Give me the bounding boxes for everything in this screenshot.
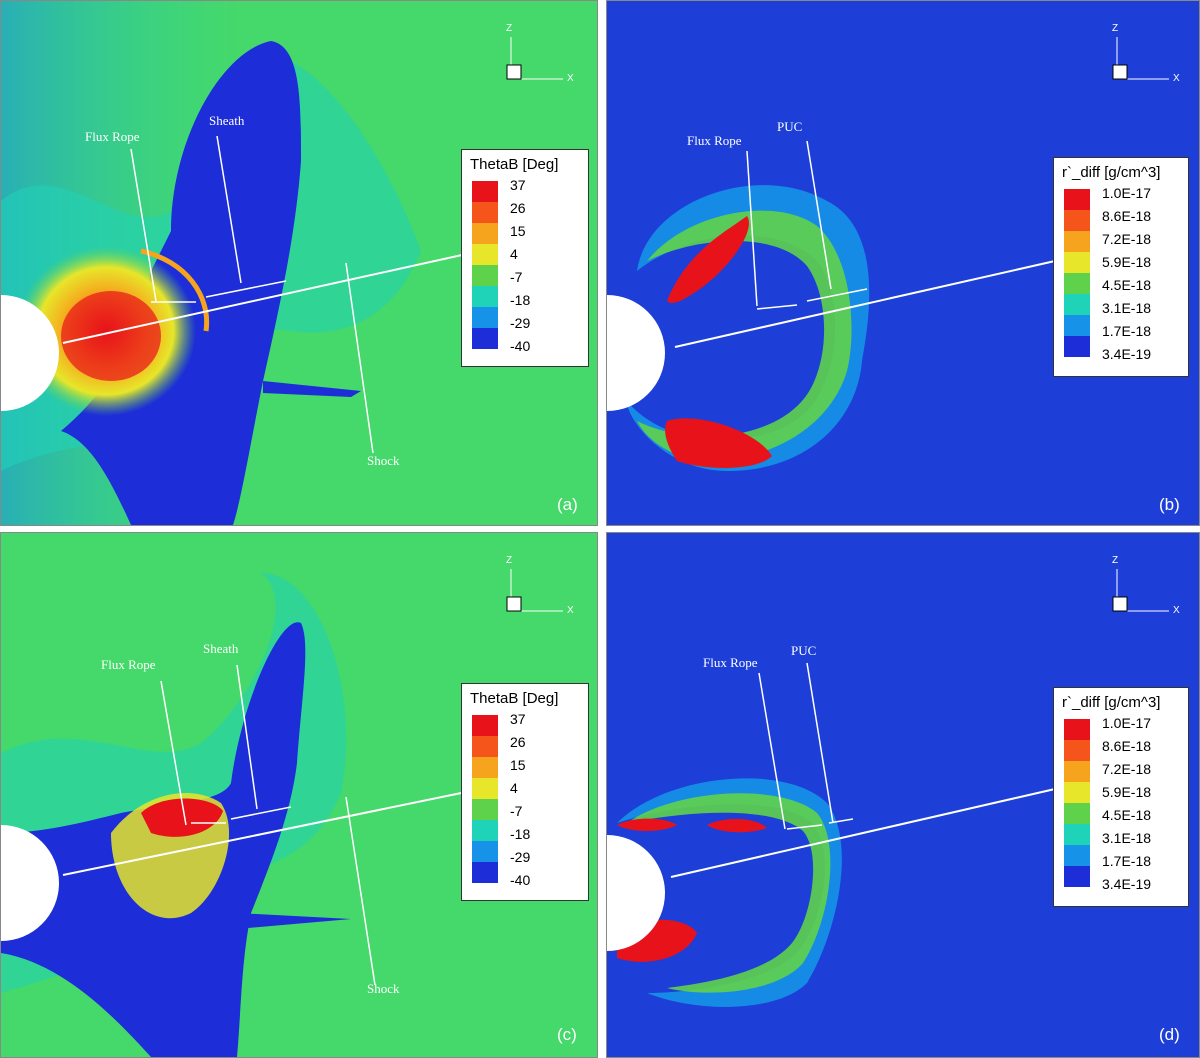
legend-tick: 3.4E-19 [1102, 346, 1152, 362]
legend-title: ThetaB [Deg] [470, 156, 559, 173]
legend-tick: 3.1E-18 [1102, 300, 1152, 316]
legend-tick: 4.5E-18 [1102, 807, 1152, 823]
panel-label: (b) [1159, 495, 1180, 514]
shock-label: Shock [367, 981, 400, 996]
panel-label: (a) [557, 495, 578, 514]
colorbar-legend-a: ThetaB [Deg] 37 26 15 4 -7 -18 -29 -40 [461, 149, 589, 367]
legend-tick: 15 [510, 223, 526, 239]
legend-tick: 1.0E-17 [1102, 715, 1152, 731]
legend-tick: 26 [510, 200, 526, 216]
colorbar-b [1064, 189, 1090, 357]
sheath-label: Sheath [203, 641, 239, 656]
axes-triad-a [506, 37, 563, 80]
legend-tick: -18 [510, 826, 531, 842]
legend-tick: 4 [510, 246, 518, 262]
panel-label: (c) [557, 1025, 577, 1044]
panel-b: Flux Rope PUC r`_diff [g/cm^3] 1.0E-17 8… [606, 0, 1200, 526]
flux-rope-label: Flux Rope [85, 129, 140, 144]
flux-rope-label: Flux Rope [687, 133, 742, 148]
axis-x-label: X [1173, 605, 1180, 616]
colorbar-legend-d: r`_diff [g/cm^3] 1.0E-17 8.6E-18 7.2E-18… [1053, 687, 1189, 907]
colorbar-a [472, 181, 498, 349]
legend-tick: 7.2E-18 [1102, 231, 1152, 247]
flux-rope-label: Flux Rope [101, 657, 156, 672]
legend-tick: -40 [510, 872, 531, 888]
legend-tick: -7 [510, 803, 523, 819]
axis-x-label: X [567, 73, 574, 84]
colorbar-legend-c: ThetaB [Deg] 37 26 15 4 -7 -18 -29 -40 [461, 683, 589, 901]
axis-z-label: Z [506, 23, 513, 34]
axes-triad-d [1112, 569, 1169, 612]
colorbar-legend-b: r`_diff [g/cm^3] 1.0E-17 8.6E-18 7.2E-18… [1053, 157, 1189, 377]
colorbar-c [472, 715, 498, 883]
colorbar-d [1064, 719, 1090, 887]
legend-tick: -29 [510, 315, 531, 331]
legend-title: r`_diff [g/cm^3] [1062, 164, 1161, 181]
legend-title: ThetaB [Deg] [470, 690, 559, 707]
sheath-label: Sheath [209, 113, 245, 128]
legend-tick: 8.6E-18 [1102, 738, 1152, 754]
legend-tick: 1.0E-17 [1102, 185, 1152, 201]
legend-tick: -7 [510, 269, 523, 285]
legend-tick: 4.5E-18 [1102, 277, 1152, 293]
legend-title: r`_diff [g/cm^3] [1062, 694, 1161, 711]
legend-tick: -18 [510, 292, 531, 308]
legend-tick: 4 [510, 780, 518, 796]
axes-triad-b [1112, 37, 1169, 80]
legend-tick: 37 [510, 177, 526, 193]
legend-tick: 5.9E-18 [1102, 784, 1152, 800]
axis-z-label: Z [506, 555, 513, 566]
puc-label: PUC [777, 119, 803, 134]
theta-field-plot-a [1, 1, 597, 525]
legend-tick: 1.7E-18 [1102, 853, 1152, 869]
legend-tick: 3.4E-19 [1102, 876, 1152, 892]
legend-tick: 5.9E-18 [1102, 254, 1152, 270]
axis-x-label: X [1173, 73, 1180, 84]
legend-tick: 3.1E-18 [1102, 830, 1152, 846]
legend-tick: -40 [510, 338, 531, 354]
panel-c: Flux Rope Sheath Shock ThetaB [Deg] 37 2… [0, 532, 598, 1058]
panel-d: Flux Rope PUC r`_diff [g/cm^3] 1.0E-17 8… [606, 532, 1200, 1058]
legend-tick: 15 [510, 757, 526, 773]
shock-label: Shock [367, 453, 400, 468]
axis-z-label: Z [1112, 23, 1119, 34]
panel-label: (d) [1159, 1025, 1180, 1044]
axis-x-label: X [567, 605, 574, 616]
axes-triad-c [506, 569, 563, 612]
axis-z-label: Z [1112, 555, 1119, 566]
legend-tick: -29 [510, 849, 531, 865]
legend-tick: 26 [510, 734, 526, 750]
legend-tick: 7.2E-18 [1102, 761, 1152, 777]
panel-a: Flux Rope Sheath Shock ThetaB [Deg] 37 2… [0, 0, 598, 526]
legend-tick: 37 [510, 711, 526, 727]
puc-label: PUC [791, 643, 817, 658]
legend-tick: 8.6E-18 [1102, 208, 1152, 224]
flux-rope-label: Flux Rope [703, 655, 758, 670]
legend-tick: 1.7E-18 [1102, 323, 1152, 339]
